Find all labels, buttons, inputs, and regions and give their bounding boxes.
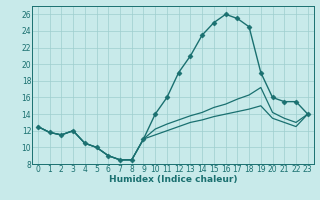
X-axis label: Humidex (Indice chaleur): Humidex (Indice chaleur) [108,175,237,184]
